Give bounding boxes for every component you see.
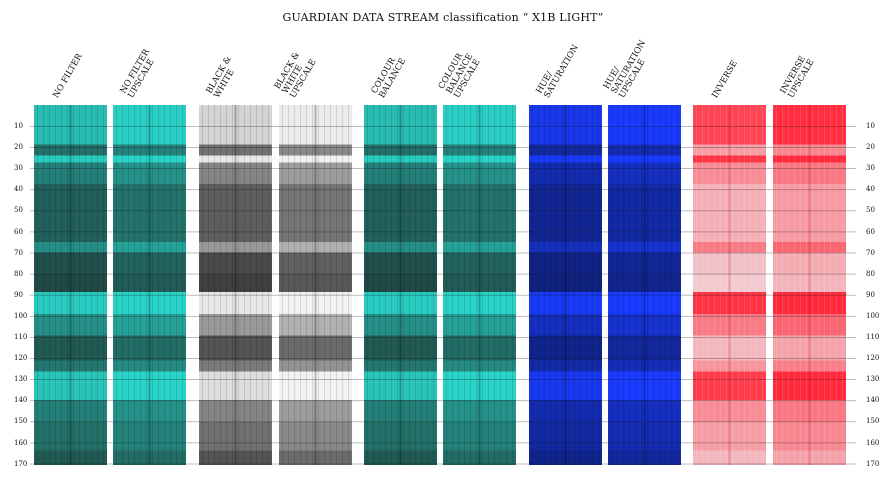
tick-rule — [30, 337, 856, 338]
tick-label-right: 20 — [866, 143, 875, 152]
tick-label-right: 30 — [866, 164, 875, 173]
filter-strip — [693, 105, 766, 465]
tick-label-right: 100 — [866, 311, 880, 320]
tick-rule — [30, 400, 856, 402]
filter-strip — [279, 105, 352, 465]
tick-label-left: 10 — [14, 122, 23, 130]
tick-rule — [30, 379, 856, 380]
filter-strip — [608, 105, 681, 465]
tick-rule — [30, 463, 856, 465]
tick-label-right: 90 — [866, 290, 875, 299]
tick-label-left: 110 — [14, 333, 28, 341]
filter-strip — [529, 105, 602, 465]
tick-label-left: 80 — [14, 269, 23, 278]
tick-label-right: 80 — [866, 269, 875, 278]
tick-label-left: 90 — [14, 290, 23, 299]
tick-label-left: 100 — [14, 311, 28, 320]
tick-rule — [30, 294, 856, 296]
tick-label-right: 50 — [866, 206, 875, 215]
tick-label-left: 160 — [14, 438, 28, 447]
tick-label-left: 40 — [14, 185, 23, 194]
filter-strip — [773, 105, 846, 465]
tick-label-left: 120 — [14, 354, 28, 363]
tick-label-left: 30 — [14, 164, 23, 173]
tick-rule — [30, 273, 856, 275]
tick-label-left: 60 — [14, 227, 23, 236]
filter-strip — [34, 105, 107, 465]
filter-strip — [364, 105, 437, 465]
tick-label-right: 110 — [866, 333, 880, 341]
tick-label-left: 70 — [14, 248, 23, 257]
tick-label-right: 160 — [866, 438, 880, 447]
tick-rule — [30, 315, 856, 317]
tick-rule — [30, 442, 856, 444]
tick-label-left: 20 — [14, 143, 23, 152]
tick-label-right: 140 — [866, 396, 880, 405]
filter-strip — [113, 105, 186, 465]
tick-label-left: 130 — [14, 375, 28, 384]
tick-rule — [30, 126, 856, 127]
tick-rule — [30, 189, 856, 191]
tick-label-right: 120 — [866, 354, 880, 363]
tick-label-right: 40 — [866, 185, 875, 194]
filter-strip — [199, 105, 272, 465]
tick-rule — [30, 147, 856, 148]
tick-label-left: 170 — [14, 459, 28, 468]
tick-rule — [30, 168, 856, 169]
tick-rule — [30, 210, 856, 212]
tick-rule — [30, 421, 856, 423]
page-title: GUARDIAN DATA STREAM classification “ X1… — [282, 11, 604, 24]
tick-label-right: 150 — [866, 417, 880, 426]
tick-label-right: 130 — [866, 375, 880, 384]
tick-label-right: 10 — [866, 122, 875, 130]
tick-rule — [30, 358, 856, 359]
tick-label-left: 140 — [14, 396, 28, 405]
tick-rule — [30, 231, 856, 233]
tick-label-left: 150 — [14, 417, 28, 426]
tick-label-right: 70 — [866, 248, 875, 257]
tick-label-right: 170 — [866, 459, 880, 468]
tick-label-left: 50 — [14, 206, 23, 215]
filter-strip — [443, 105, 516, 465]
tick-rule — [30, 252, 856, 254]
tick-label-right: 60 — [866, 227, 875, 236]
